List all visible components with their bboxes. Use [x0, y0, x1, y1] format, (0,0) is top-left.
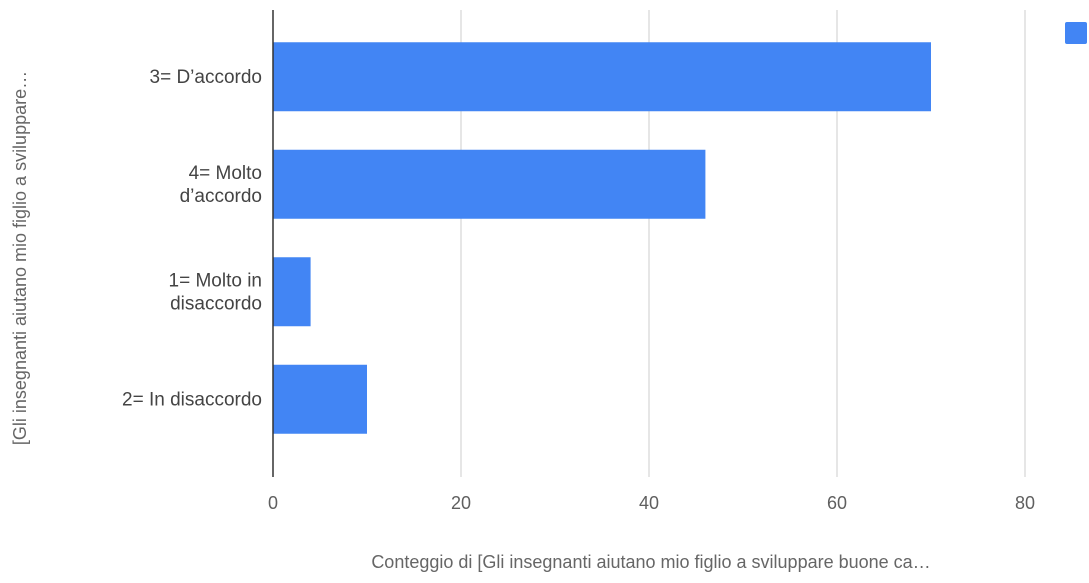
category-label: 4= Molto d’accordo: [180, 163, 262, 207]
category-label: 2= In disaccordo: [122, 389, 262, 410]
category-label-line: 3= D’accordo: [150, 67, 262, 88]
x-tick-label: 60: [827, 493, 847, 513]
bar[interactable]: [273, 257, 311, 327]
category-label: 1= Molto in disaccordo: [169, 270, 262, 314]
x-tick-label: 20: [451, 493, 471, 513]
category-label-line: disaccordo: [170, 293, 262, 314]
bar[interactable]: [273, 364, 367, 434]
x-tick-label: 0: [268, 493, 278, 513]
category-label-line: 1= Molto in: [169, 270, 262, 291]
y-axis-title: [Gli insegnanti aiutano mio figlio a svi…: [10, 71, 30, 445]
x-tick-label: 80: [1015, 493, 1035, 513]
bar[interactable]: [273, 149, 706, 219]
x-tick-label: 40: [639, 493, 659, 513]
legend-swatch: [1065, 22, 1087, 44]
label-layer: 0 20 40 60 80 3= D’accordo 4= Molto d’accordo 1=…: [122, 67, 1035, 513]
category-label: 3= D’accordo: [150, 67, 262, 88]
category-label-line: 2= In disaccordo: [122, 389, 262, 410]
bar[interactable]: [273, 42, 931, 112]
category-label-line: 4= Molto: [189, 163, 262, 184]
x-axis-title: Conteggio di [Gli insegnanti aiutano mio…: [371, 552, 930, 572]
category-label-line: d’accordo: [180, 186, 262, 207]
bar-layer: [273, 42, 931, 434]
